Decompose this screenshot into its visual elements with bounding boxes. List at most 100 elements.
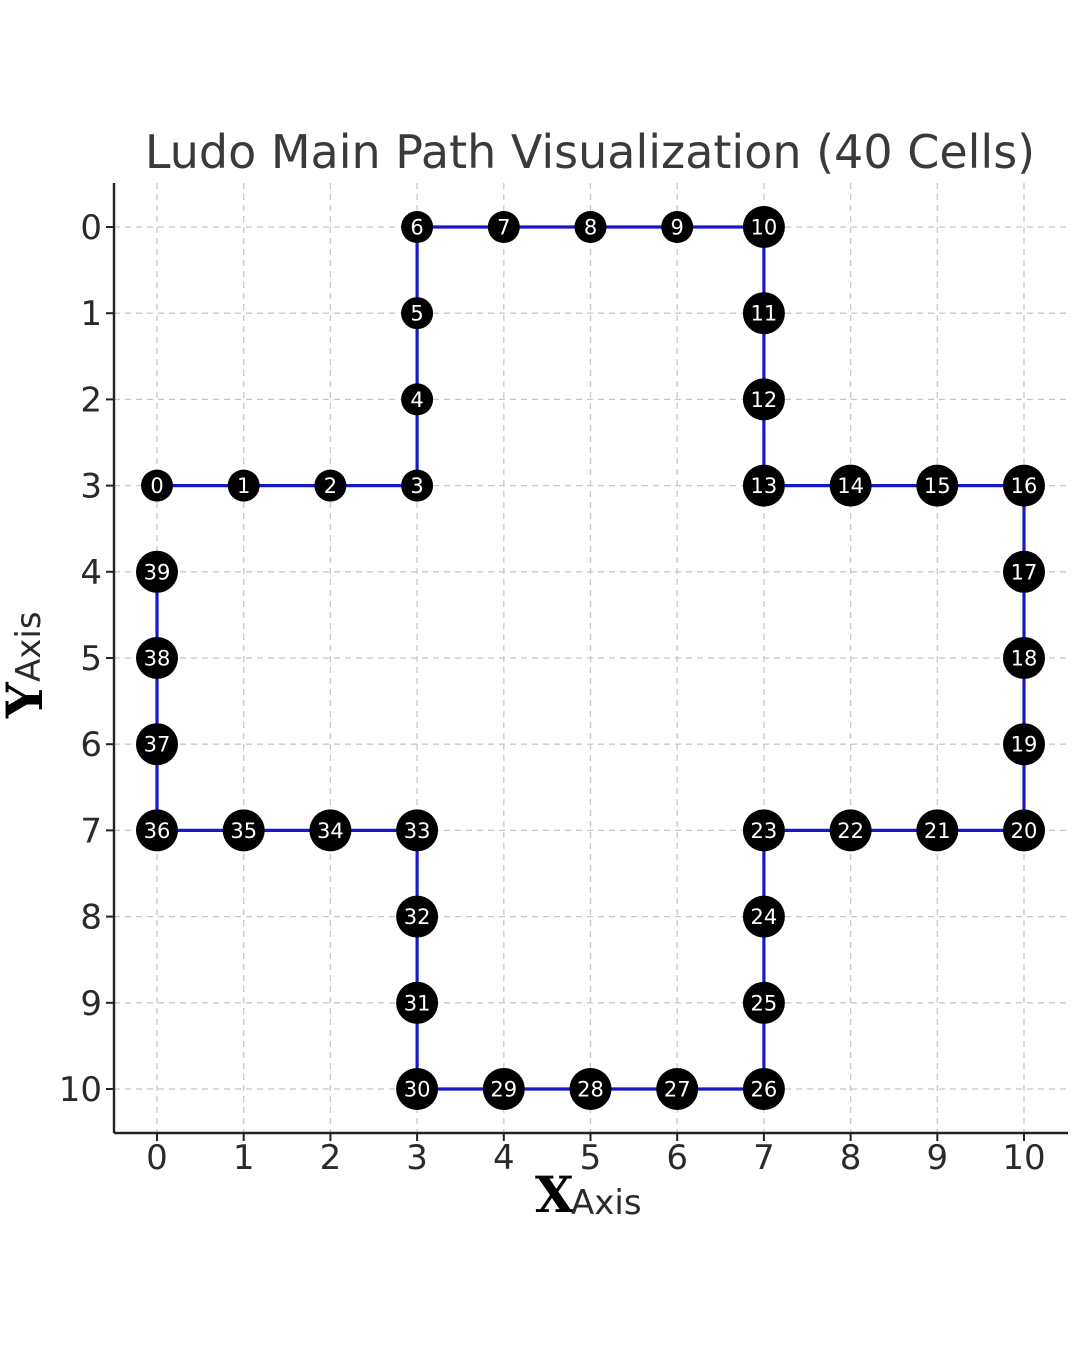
path-cell: 21 xyxy=(916,809,959,852)
path-cell-label: 20 xyxy=(1011,819,1038,843)
path-cell-marker xyxy=(136,723,178,766)
path-cell-label: 22 xyxy=(837,819,864,843)
path-cell: 27 xyxy=(656,1068,699,1110)
x-axis-label-big: X xyxy=(535,1165,574,1224)
path-cell: 30 xyxy=(396,1068,439,1110)
path-cell: 11 xyxy=(742,292,785,335)
y-tick-label: 10 xyxy=(59,1070,102,1110)
path-cell-label: 23 xyxy=(751,819,778,843)
path-cell: 19 xyxy=(1003,723,1045,766)
path-cell-marker xyxy=(141,469,173,502)
path-cell-label: 33 xyxy=(404,819,431,843)
path-cell-marker xyxy=(396,895,439,938)
x-tick-label: 1 xyxy=(233,1138,255,1178)
x-tick-label: 4 xyxy=(493,1138,515,1178)
path-cell-label: 2 xyxy=(324,474,337,498)
y-axis-label-small: Axis xyxy=(9,611,49,682)
path-cell: 23 xyxy=(742,809,785,852)
path-cell: 6 xyxy=(401,211,434,243)
path-cell-marker xyxy=(656,1068,699,1110)
path-cell-marker xyxy=(314,469,347,502)
path-cell: 35 xyxy=(222,809,265,852)
path-cell-label: 32 xyxy=(404,905,431,929)
path-cell: 8 xyxy=(574,211,607,243)
path-cell-label: 19 xyxy=(1011,733,1038,757)
path-cell-marker xyxy=(401,297,434,330)
x-axis-label-small: Axis xyxy=(571,1183,642,1223)
path-cell-label: 15 xyxy=(924,474,951,498)
path-cell-label: 12 xyxy=(751,388,778,412)
path-cell-label: 10 xyxy=(751,216,778,240)
path-cell-label: 5 xyxy=(410,302,423,326)
path-cell: 31 xyxy=(396,981,439,1024)
path-cell-label: 35 xyxy=(230,819,257,843)
path-cell-marker xyxy=(487,211,520,243)
path-cell-label: 17 xyxy=(1011,560,1038,584)
path-cell-label: 8 xyxy=(584,216,597,240)
y-tick-label: 5 xyxy=(80,639,102,679)
path-cell-marker xyxy=(1003,550,1045,593)
path-cell: 5 xyxy=(401,297,434,330)
path-cell-label: 18 xyxy=(1011,647,1038,671)
path-cell: 18 xyxy=(1003,637,1045,679)
path-cell: 22 xyxy=(829,809,872,852)
path-cell: 34 xyxy=(309,809,352,852)
path-cell: 0 xyxy=(141,469,173,502)
y-tick-label: 1 xyxy=(80,294,102,334)
path-cell-label: 34 xyxy=(317,819,344,843)
x-tick-label: 8 xyxy=(840,1138,862,1178)
path-cell: 4 xyxy=(401,383,434,416)
path-cell: 2 xyxy=(314,469,347,502)
path-cell: 29 xyxy=(482,1068,525,1110)
path-cell-label: 29 xyxy=(490,1078,517,1102)
path-line xyxy=(155,225,1026,1091)
path-cell-marker xyxy=(829,809,872,852)
x-tick-label: 5 xyxy=(580,1138,602,1178)
path-cell-label: 9 xyxy=(671,216,684,240)
path-cell: 20 xyxy=(1003,809,1045,852)
x-tick-label: 10 xyxy=(1002,1138,1045,1178)
path-cell-marker xyxy=(1003,464,1045,507)
path-cell-label: 27 xyxy=(664,1078,691,1102)
path-cell-label: 14 xyxy=(837,474,864,498)
path-cell: 39 xyxy=(136,550,178,593)
x-tick-label: 2 xyxy=(320,1138,342,1178)
path-cell-label: 6 xyxy=(410,216,423,240)
path-cell: 12 xyxy=(742,378,785,421)
path-cell: 28 xyxy=(569,1068,612,1110)
path-cell-label: 26 xyxy=(751,1078,778,1102)
path-cell: 25 xyxy=(742,981,785,1024)
path-cell-label: 11 xyxy=(751,302,778,326)
path-cell-marker xyxy=(742,378,785,421)
path-cell-label: 0 xyxy=(150,474,163,498)
path-cell-label: 36 xyxy=(144,819,171,843)
path-cell-marker xyxy=(482,1068,525,1110)
path-cell: 38 xyxy=(136,637,178,679)
path-cell-marker xyxy=(1003,809,1045,852)
path-cell: 9 xyxy=(661,211,694,243)
path-cell-marker xyxy=(309,809,352,852)
x-tick-label: 3 xyxy=(406,1138,428,1178)
x-tick-label: 7 xyxy=(753,1138,775,1178)
path-cell: 26 xyxy=(742,1068,785,1110)
y-tick-label: 7 xyxy=(80,811,102,851)
path-cell: 17 xyxy=(1003,550,1045,593)
path-cell-marker xyxy=(1003,723,1045,766)
path-cell-marker xyxy=(222,809,265,852)
path-cell: 10 xyxy=(742,206,785,248)
path-cell-marker xyxy=(136,809,178,852)
path-cell-marker xyxy=(916,464,959,507)
y-axis-label-big: Y xyxy=(0,681,54,719)
grid xyxy=(114,183,1068,1133)
path-cell-label: 25 xyxy=(751,991,778,1015)
path-cell-marker xyxy=(742,809,785,852)
y-axis-label: Y Axis xyxy=(0,611,54,719)
path-cell-label: 37 xyxy=(144,733,171,757)
path-cell-label: 7 xyxy=(497,216,510,240)
path-cell: 16 xyxy=(1003,464,1045,507)
path-cell-label: 28 xyxy=(577,1078,604,1102)
path-cell: 33 xyxy=(396,809,439,852)
path-cell-label: 30 xyxy=(404,1078,431,1102)
